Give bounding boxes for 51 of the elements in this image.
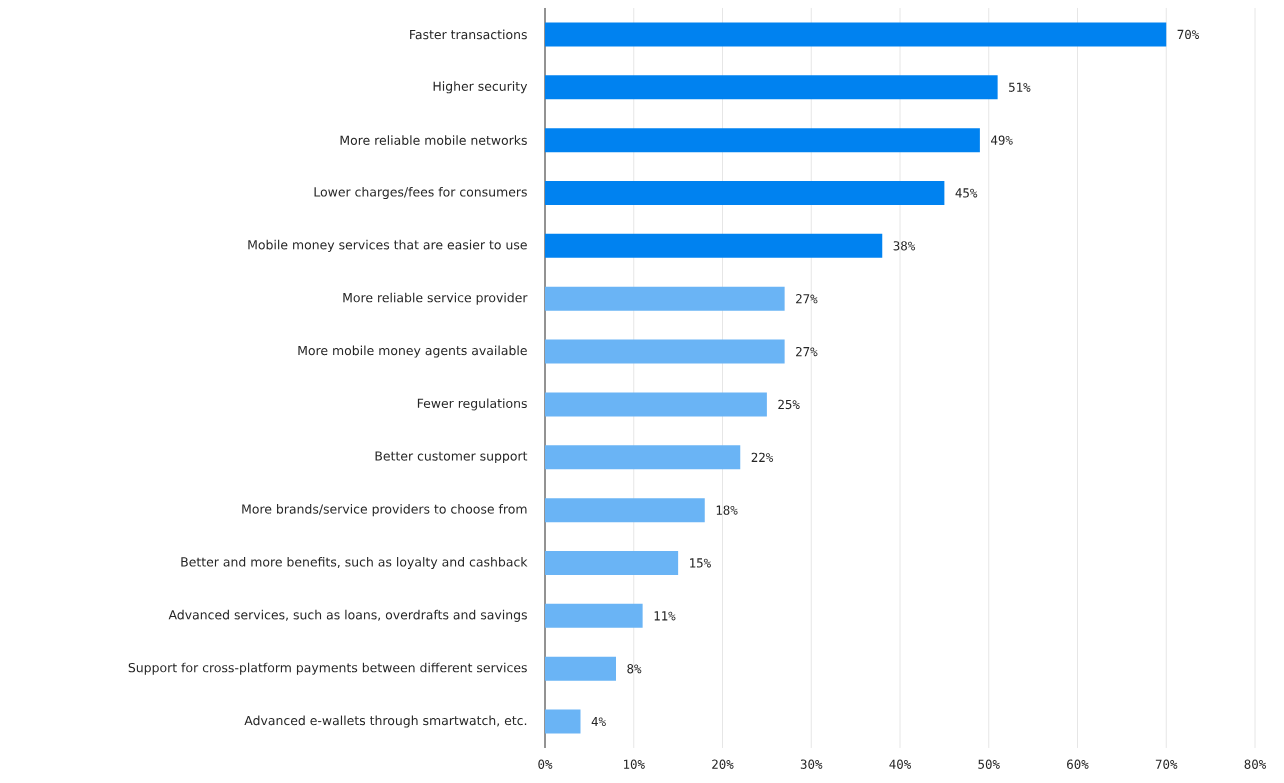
data-label: 49%: [991, 135, 1013, 145]
x-tick-label: 20%: [712, 759, 734, 769]
y-tick-label: Higher security: [433, 81, 528, 94]
data-label: 11%: [654, 611, 676, 621]
bar: [545, 392, 767, 417]
y-tick-label: Faster transactions: [410, 29, 527, 40]
bar: [545, 550, 679, 575]
bar: [545, 656, 617, 681]
data-label: 51%: [1009, 82, 1031, 92]
bar: [545, 75, 998, 100]
data-label: 45%: [955, 188, 978, 198]
bar: [545, 180, 945, 205]
bar: [545, 128, 980, 153]
y-tick-label: Advanced services, such as loans, overdrafts and savings: [168, 609, 527, 622]
bar: [545, 445, 741, 470]
data-label: 38%: [893, 241, 916, 251]
data-label: 8%: [627, 663, 642, 674]
data-label: 27%: [796, 294, 818, 304]
x-tick-label: 0%: [538, 759, 553, 769]
data-label: 25%: [778, 399, 800, 410]
y-tick-label: More reliable mobile networks: [340, 135, 527, 145]
y-tick-label: Fewer regulations: [417, 398, 527, 411]
bar: [545, 339, 785, 364]
y-tick-label: Support for cross-platform payments between different services: [128, 662, 527, 675]
y-tick-label: Mobile money services that are easier to use: [248, 239, 527, 252]
bar: [545, 709, 581, 734]
data-label: 70%: [1177, 29, 1200, 40]
y-tick-label: Advanced e-wallets through smartwatch, etc.: [244, 715, 527, 728]
y-tick-label: Better customer support: [375, 451, 528, 464]
bar: [545, 286, 785, 311]
y-tick-label: Lower charges/fees for consumers: [314, 186, 527, 200]
x-tick-label: 10%: [624, 759, 645, 769]
data-label: 18%: [716, 505, 738, 515]
bar: [545, 498, 705, 523]
y-tick-label: More reliable service provider: [343, 292, 528, 305]
x-tick-label: 40%: [889, 759, 912, 769]
y-tick-label: More brands/service providers to choose from: [242, 504, 527, 517]
data-label: 27%: [796, 346, 818, 357]
x-tick-label: 50%: [978, 759, 1000, 769]
data-label: 15%: [690, 558, 711, 568]
bar: [545, 22, 1167, 47]
y-tick-label: More mobile money agents available: [298, 345, 527, 358]
x-tick-label: 60%: [1067, 759, 1089, 769]
x-tick-label: 80%: [1244, 759, 1267, 769]
x-tick-label: 30%: [800, 759, 823, 769]
bar: [545, 603, 643, 628]
bar: [545, 233, 883, 258]
data-label: 4%: [591, 717, 606, 727]
x-tick-label: 70%: [1155, 759, 1178, 769]
data-label: 22%: [751, 452, 774, 462]
y-tick-label: Better and more benefits, such as loyalty and cashback: [181, 556, 528, 570]
